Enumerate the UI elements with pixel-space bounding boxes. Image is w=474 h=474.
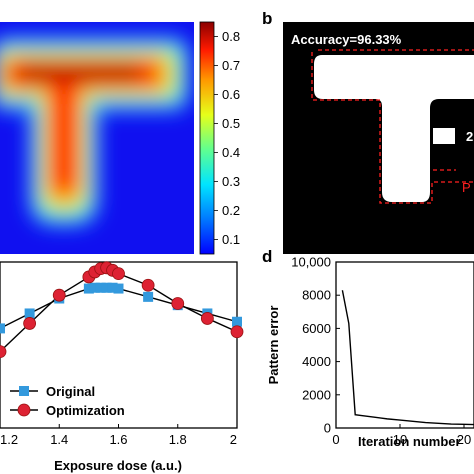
data-point-original	[83, 283, 94, 294]
panel-d-chart: d 10,000 8000 6000 4000 2000 0 0 10 20 Pattern …	[262, 247, 474, 449]
x-tick-label: 20	[457, 432, 471, 447]
y-tick-label: 4000	[302, 354, 331, 369]
pattern-error-line	[341, 290, 474, 426]
data-point-original	[107, 282, 118, 293]
colorbar-tick-label: 0.1	[222, 232, 240, 247]
panel-b-pattern: b Accuracy=96.33% 2 P	[262, 9, 474, 254]
y-tick-label: 6000	[302, 321, 331, 336]
data-point-original	[24, 308, 35, 319]
panel-d-x-ticks: 0 10 20	[332, 424, 471, 447]
data-point-original	[89, 282, 100, 293]
legend-label-original: Original	[46, 384, 95, 399]
panel-c-chart: 1.2 1.4 1.6 1.8 2 Exposure dose (a.u.) Origi…	[0, 261, 244, 473]
target-outline	[311, 49, 474, 204]
panel-c-series	[0, 261, 244, 359]
panel-c-x-ticks: 1.2 1.4 1.6 1.8 2	[0, 424, 238, 447]
colorbar-tick-label: 0.3	[222, 174, 240, 189]
panel-d-x-label: Iteration number	[358, 434, 461, 449]
panel-d-label: d	[262, 247, 272, 266]
legend-marker-original	[19, 386, 29, 396]
panel-d-series	[341, 290, 474, 426]
panel-c-legend: Original Optimization	[10, 384, 125, 418]
colorbar-tick-label: 0.2	[222, 203, 240, 218]
data-point-original	[0, 323, 5, 334]
x-tick-label: 1.6	[109, 432, 127, 447]
y-tick-label: 10,000	[291, 255, 331, 270]
x-tick-label: 10	[393, 432, 407, 447]
y-tick-label: 8000	[302, 288, 331, 303]
panel-c-x-label: Exposure dose (a.u.)	[54, 458, 182, 473]
legend-label-optimization: Optimization	[46, 403, 125, 418]
legend-swatch-white	[433, 128, 455, 144]
x-tick-label: 2	[230, 432, 237, 447]
heatmap-t-shape	[0, 38, 188, 225]
data-point-optimization	[230, 325, 244, 339]
data-point-optimization	[112, 267, 125, 281]
panel-d-frame	[335, 261, 474, 429]
data-point-original	[143, 291, 154, 302]
y-tick-label: 0	[324, 421, 331, 436]
data-point-original	[101, 282, 112, 293]
data-point-original	[95, 282, 106, 293]
pattern-t-shape	[314, 55, 474, 202]
data-point-optimization	[23, 317, 37, 330]
accuracy-text: Accuracy=96.33%	[291, 32, 402, 47]
colorbar	[199, 21, 215, 255]
x-tick-label: 1.2	[0, 432, 18, 447]
panel-d-y-ticks: 10,000 8000 6000 4000 2000 0	[291, 255, 340, 436]
data-point-optimization	[52, 288, 66, 302]
partial-legend-label-1: 2	[466, 129, 473, 144]
colorbar-ticks: 0.8 0.7 0.6 0.5 0.4 0.3 0.2 0.1	[214, 29, 240, 247]
x-tick-label: 0	[332, 432, 339, 447]
colorbar-tick-label: 0.5	[222, 116, 240, 131]
legend-marker-optimization	[17, 403, 31, 417]
panel-b-label: b	[262, 9, 272, 28]
data-point-optimization	[141, 278, 155, 292]
colorbar-tick-label: 0.4	[222, 145, 240, 160]
partial-legend-label-2: P	[462, 180, 471, 195]
data-point-optimization	[200, 312, 214, 325]
data-point-optimization	[0, 345, 7, 359]
data-point-original	[113, 283, 124, 294]
x-tick-label: 1.8	[169, 432, 187, 447]
colorbar-tick-label: 0.6	[222, 87, 240, 102]
panel-a-heatmap: 0.8 0.7 0.6 0.5 0.4 0.3 0.2 0.1	[0, 21, 240, 255]
y-tick-label: 2000	[302, 387, 331, 402]
colorbar-tick-label: 0.7	[222, 58, 240, 73]
colorbar-tick-label: 0.8	[222, 29, 240, 44]
data-point-original	[232, 316, 242, 327]
data-point-optimization	[171, 297, 185, 310]
panel-d-y-label: Pattern error	[266, 306, 281, 385]
x-tick-label: 1.4	[50, 432, 68, 447]
